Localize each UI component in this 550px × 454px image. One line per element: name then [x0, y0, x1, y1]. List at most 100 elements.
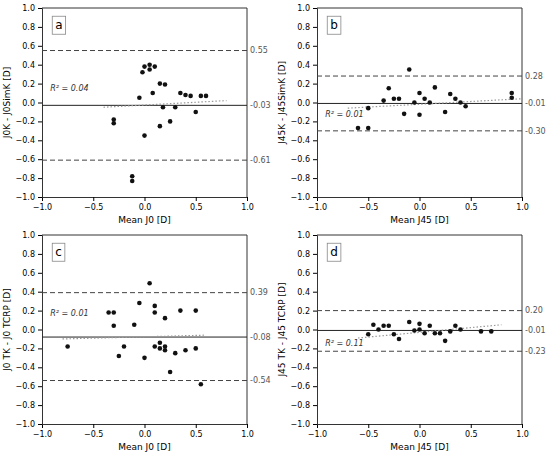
point	[422, 331, 427, 336]
tick: 1.0	[22, 4, 42, 13]
tick: 0.8	[297, 23, 317, 32]
tick-label: 1.0	[22, 231, 35, 240]
panel-label-box	[52, 16, 65, 34]
tick-mark	[313, 235, 317, 236]
frame	[317, 235, 522, 236]
limit-line	[42, 380, 247, 381]
tick: −0.6	[16, 382, 42, 391]
tick: −1.0	[291, 420, 317, 429]
tick-label: −0.4	[16, 363, 35, 372]
tick-mark	[368, 197, 369, 201]
panel: −1.0−0.50.00.51.0−1.0−0.8−0.6−0.4−0.20.0…	[277, 231, 546, 452]
tick-mark	[196, 197, 197, 201]
panel-label: a	[52, 16, 65, 34]
x-axis-title: Mean J0 [D]	[118, 442, 171, 452]
point	[106, 310, 111, 315]
point	[392, 332, 397, 337]
point	[366, 126, 371, 131]
frame	[247, 235, 248, 424]
tick-mark	[38, 197, 42, 198]
x-axis-line	[43, 425, 248, 429]
point	[193, 308, 198, 313]
tick-label: −1.0	[33, 430, 52, 439]
tick: −0.8	[291, 174, 317, 183]
x-axis-title: Mean J45 [D]	[390, 215, 448, 225]
tick-label: 0.0	[297, 326, 310, 335]
tick: 0.5	[465, 424, 478, 439]
tick: −0.4	[291, 136, 317, 145]
point	[412, 100, 417, 105]
tick: −1.0	[308, 197, 327, 212]
tick-label: 1.0	[297, 4, 310, 13]
limit-line	[317, 310, 522, 311]
tick-mark	[522, 424, 523, 428]
tick: 0.0	[297, 326, 317, 335]
tick-label: −0.4	[291, 363, 310, 372]
tick-mark	[145, 424, 146, 428]
point	[158, 124, 163, 129]
point	[168, 119, 173, 124]
tick-mark	[38, 367, 42, 368]
tick: 1.0	[516, 424, 529, 439]
tick-mark	[313, 311, 317, 312]
y-axis: −1.0−0.8−0.6−0.4−0.20.00.20.40.60.81.0	[16, 231, 43, 429]
limit-line	[42, 160, 247, 161]
value-label: 0.39	[250, 288, 268, 297]
tick-mark	[313, 103, 317, 104]
tick: 0.8	[297, 250, 317, 259]
panel-label: c	[52, 243, 65, 261]
tick-label: 0.4	[297, 61, 310, 70]
tick-label: −1.0	[16, 420, 35, 429]
limit-line	[317, 351, 522, 352]
y-axis-title: J0K - J0SimK [D]	[2, 67, 12, 139]
tick-mark	[38, 178, 42, 179]
y-axis-title: J45K - J45SimK [D]	[277, 61, 287, 145]
point	[407, 320, 412, 325]
tick-label: −0.8	[291, 174, 310, 183]
frame	[317, 8, 522, 9]
mean-line	[42, 337, 247, 338]
point	[427, 100, 432, 105]
tick-mark	[313, 367, 317, 368]
tick-mark	[368, 424, 369, 428]
tick-label: 0.4	[297, 288, 310, 297]
tick: 1.0	[516, 197, 529, 212]
trend-line	[63, 335, 207, 339]
panel-label-box	[52, 243, 65, 261]
tick-label: 0.8	[297, 23, 310, 32]
point	[407, 67, 412, 72]
tick-mark	[313, 65, 317, 66]
y-axis-line	[38, 236, 43, 425]
point	[188, 94, 193, 99]
tick-label: −0.2	[291, 344, 310, 353]
y-axis: −1.0−0.8−0.6−0.4−0.20.00.20.40.60.81.0	[291, 4, 318, 202]
y-axis: −1.0−0.8−0.6−0.4−0.20.00.20.40.60.81.0	[291, 231, 318, 429]
panel-label-text: a	[55, 18, 62, 32]
tick: 0.6	[22, 269, 42, 278]
point	[158, 81, 163, 86]
tick-label: 0.5	[190, 203, 203, 212]
point	[183, 348, 188, 353]
panel-label-text: d	[330, 245, 338, 259]
point	[168, 370, 173, 375]
x-axis-line	[43, 198, 248, 202]
tick: 0.2	[22, 307, 42, 316]
point	[356, 126, 361, 131]
tick-label: 0.6	[22, 42, 35, 51]
tick-mark	[38, 235, 42, 236]
tick-label: 0.6	[297, 42, 310, 51]
tick: 0.2	[297, 80, 317, 89]
tick: −0.6	[291, 155, 317, 164]
point	[448, 329, 453, 334]
tick: 0.4	[22, 288, 42, 297]
tick-label: 0.5	[465, 203, 478, 212]
tick: −0.5	[84, 424, 103, 439]
tick-label: 0.5	[190, 430, 203, 439]
point	[509, 95, 514, 100]
value-label: 0.28	[525, 72, 543, 81]
point	[386, 86, 391, 91]
tick: 0.0	[414, 424, 427, 439]
value-label: -0.30	[525, 127, 546, 136]
point	[417, 112, 422, 117]
tick: −0.4	[16, 363, 42, 372]
